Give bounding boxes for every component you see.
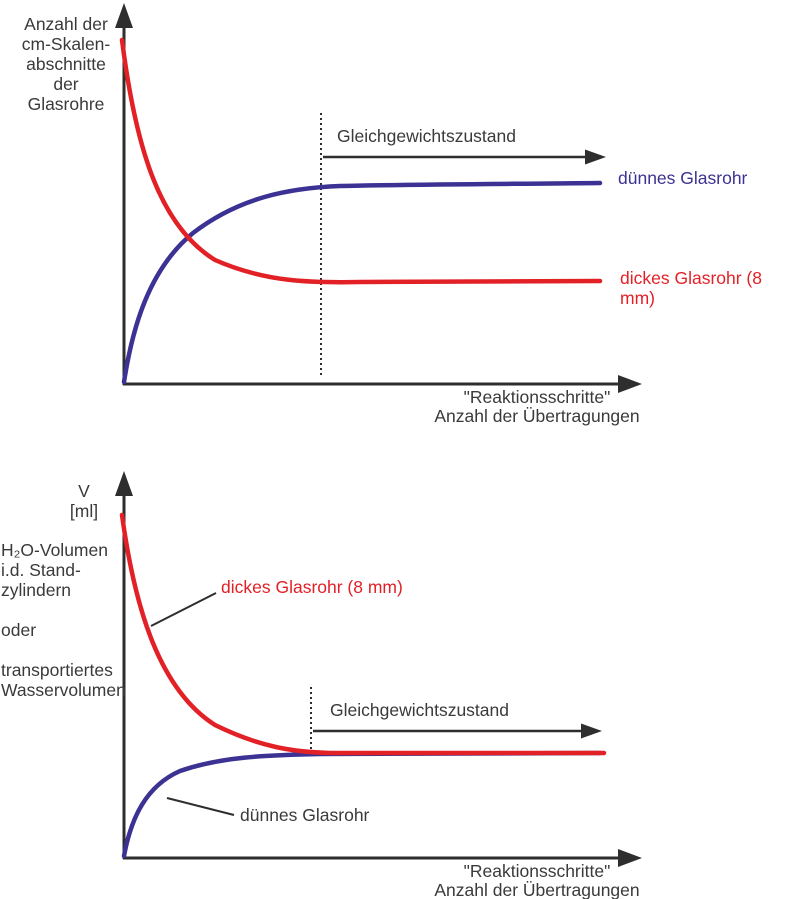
bottom-thick-tube-label: dickes Glasrohr (8 mm) [221, 577, 403, 597]
top-x-axis-arrowhead-icon [618, 375, 642, 393]
top-thick-tube-label: dickes Glasrohr (8 mm) [620, 268, 762, 308]
top-thin-tube-curve [121, 180, 603, 385]
top-chart [115, 3, 642, 393]
top-y-axis-arrowhead-icon [115, 3, 133, 28]
bottom-thick-tube-curve [119, 512, 607, 756]
bottom-thin-tube-curve [121, 750, 603, 859]
bottom-thick-tube-callout-line [150, 592, 217, 627]
top-equilibrium-label: Gleichgewichtszustand [337, 126, 516, 146]
bottom-chart [115, 471, 642, 867]
bottom-thin-tube-label: dünnes Glasrohr [240, 805, 370, 825]
bottom-y-axis-label: V [ml] [69, 481, 99, 521]
bottom-y-axis-arrowhead-icon [115, 471, 133, 496]
bottom-thin-tube-callout-line [166, 797, 235, 816]
bottom-side-label: H₂O-Volumen i.d. Stand- zylindern oder t… [1, 540, 126, 700]
top-thin-tube-label: dünnes Glasrohr [618, 168, 748, 188]
top-equilibrium-arrowhead-icon [585, 149, 606, 165]
bottom-x-axis-arrowhead-icon [618, 849, 642, 867]
top-thick-tube-curve [119, 37, 603, 285]
bottom-equilibrium-label: Gleichgewichtszustand [330, 700, 509, 720]
top-y-axis-label: Anzahl der cm-Skalen- abschnitte der Gla… [21, 14, 111, 114]
top-x-axis-label: "Reaktionsschritte" Anzahl der Übertragu… [434, 387, 640, 426]
bottom-x-axis-label: "Reaktionsschritte" Anzahl der Übertragu… [434, 861, 640, 899]
bottom-equilibrium-arrowhead-icon [581, 723, 602, 739]
